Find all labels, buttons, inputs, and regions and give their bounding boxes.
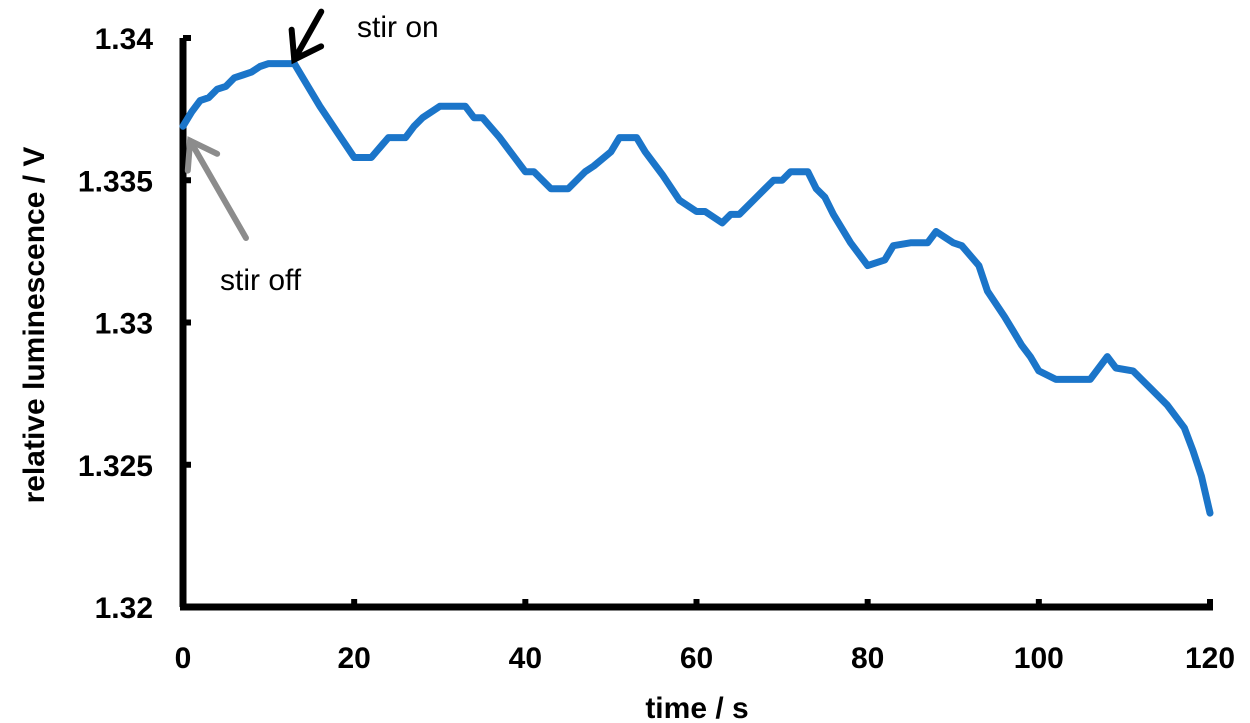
y-axis-title: relative luminescence / V [18,147,51,504]
x-tick-label: 0 [175,642,192,675]
x-ticks: 0 20 40 60 80 100 120 [175,599,1235,675]
x-tick-label: 100 [1014,642,1064,675]
y-tick-label: 1.335 [78,165,153,198]
y-ticks: 1.32 1.325 1.33 1.335 1.34 [78,23,191,625]
stir-off-label: stir off [220,264,302,297]
y-tick-label: 1.33 [95,308,153,341]
x-tick-label: 80 [851,642,884,675]
y-tick-label: 1.32 [95,592,153,625]
x-axis-title: time / s [645,692,748,723]
x-tick-label: 60 [680,642,713,675]
stir-off-arrow [184,136,249,241]
y-tick-label: 1.325 [78,450,153,483]
y-tick-label: 1.34 [95,23,154,56]
stir-on-arrow [288,8,325,65]
x-tick-label: 20 [337,642,370,675]
x-tick-label: 120 [1185,642,1235,675]
series-layer [179,60,1214,517]
series-line-0 [179,60,1214,517]
stir-on-label: stir on [357,11,439,44]
x-tick-label: 40 [509,642,542,675]
annotation-layer: stir on stir off [184,8,439,297]
